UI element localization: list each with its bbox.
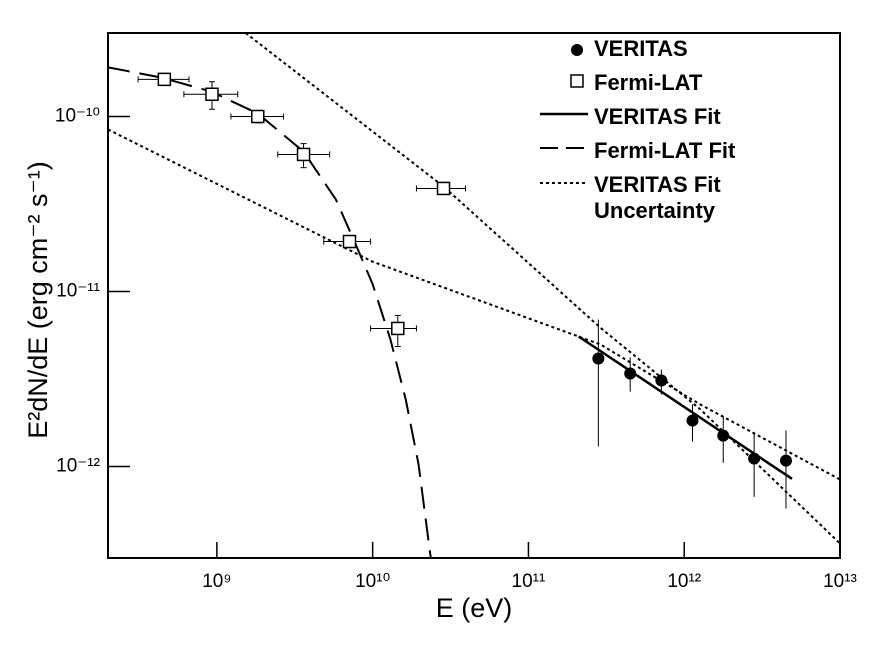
- x-axis-label: E (eV): [436, 593, 513, 623]
- legend-entry: Fermi-LAT Fit: [594, 138, 736, 163]
- legend-marker: [571, 44, 583, 56]
- x-tick-label: 10⁹: [202, 571, 231, 592]
- point: [296, 147, 311, 162]
- fit-line: [245, 33, 840, 545]
- point: [205, 87, 219, 102]
- point: [748, 452, 761, 465]
- plot-frame: [107, 32, 841, 559]
- point: [436, 181, 451, 196]
- x-tick-label: 10¹²: [667, 571, 701, 592]
- point: [157, 72, 172, 87]
- point: [342, 234, 357, 249]
- y-tick-label: 10⁻¹¹: [56, 281, 100, 302]
- x-tick-label: 10¹¹: [512, 571, 546, 592]
- y-tick-label: 10⁻¹²: [56, 456, 100, 477]
- legend-entry: Fermi-LAT: [594, 70, 703, 95]
- y-tick-label: 10⁻¹⁰: [55, 106, 100, 127]
- legend-entry: VERITAS Fit Uncertainty: [594, 172, 721, 223]
- point: [251, 109, 265, 124]
- fit-line: [108, 66, 432, 558]
- point: [779, 454, 792, 467]
- x-tick-label: 10¹⁰: [355, 571, 390, 592]
- point: [717, 429, 730, 442]
- point: [686, 414, 699, 427]
- point: [391, 321, 405, 336]
- legend-entry: VERITAS Fit: [594, 104, 721, 129]
- point: [624, 367, 637, 380]
- x-tick-label: 10¹³: [823, 571, 857, 592]
- plot-area: [108, 33, 840, 558]
- legend: VERITAS Fermi-LAT VERITAS Fit Fermi-LAT …: [594, 36, 764, 232]
- point: [655, 374, 668, 387]
- legend-entry: VERITAS: [594, 36, 688, 61]
- y-axis-label: E²dN/dE (erg cm⁻² s⁻¹): [23, 161, 53, 439]
- legend-marker: [570, 74, 584, 88]
- point: [592, 352, 605, 365]
